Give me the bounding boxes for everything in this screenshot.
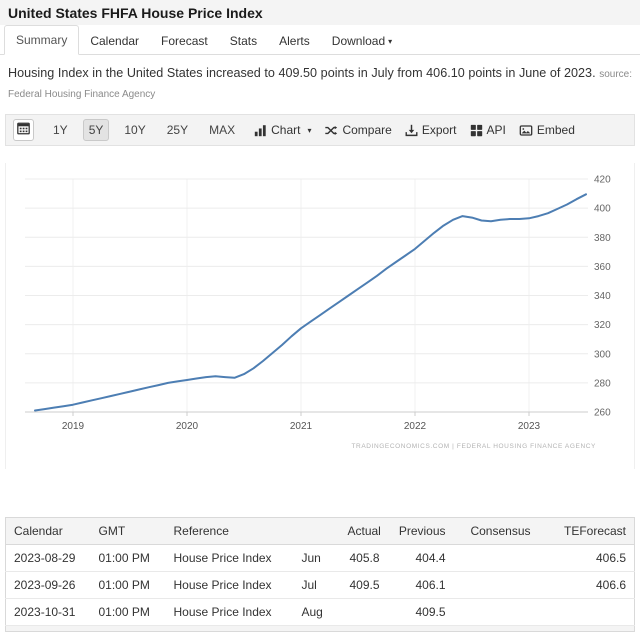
calendar-button[interactable] <box>13 119 34 141</box>
cell-calendar: 2023-10-31 <box>6 599 91 626</box>
caret-down-icon: ▾ <box>307 126 311 135</box>
export-label: Export <box>422 123 457 137</box>
cell-previous: 409.5 <box>388 599 454 626</box>
cell-actual: 409.5 <box>340 572 388 599</box>
col-calendar: Calendar <box>6 518 91 545</box>
bar-chart-icon <box>254 124 267 137</box>
tab-stats[interactable]: Stats <box>219 27 268 55</box>
price-chart-svg[interactable]: 2019 2020 2021 2022 2023 420 400 380 360 340 320 30… <box>6 163 634 469</box>
range-5y-button[interactable]: 5Y <box>83 119 110 141</box>
range-10y-button[interactable]: 10Y <box>118 119 151 141</box>
y-axis-label: 360 <box>594 262 611 273</box>
table-header-row: Calendar GMT Reference Actual Previous C… <box>6 518 635 545</box>
cell-month: Jul <box>294 572 340 599</box>
y-axis-label: 420 <box>594 175 611 186</box>
cell-gmt: 01:00 PM <box>91 545 166 572</box>
cell-teforecast <box>539 599 635 626</box>
y-axis-label: 300 <box>594 350 611 361</box>
range-25y-button[interactable]: 25Y <box>161 119 194 141</box>
y-axis-label: 380 <box>594 233 611 244</box>
cell-reference: House Price Index <box>166 572 294 599</box>
y-axis-label: 320 <box>594 320 611 331</box>
cell-actual: 405.8 <box>340 545 388 572</box>
shuffle-icon <box>324 124 338 137</box>
tab-alerts[interactable]: Alerts <box>268 27 321 55</box>
cell-consensus <box>454 545 539 572</box>
cell-consensus <box>454 572 539 599</box>
page-title: United States FHFA House Price Index <box>0 0 640 25</box>
table-row: 2023-08-29 01:00 PM House Price Index Ju… <box>6 545 635 572</box>
cell-reference: House Price Index <box>166 599 294 626</box>
tab-bar: Summary Calendar Forecast Stats Alerts D… <box>0 25 640 55</box>
cell-calendar: 2023-09-26 <box>6 572 91 599</box>
summary-text: Housing Index in the United States incre… <box>0 55 640 111</box>
calendar-table: Calendar GMT Reference Actual Previous C… <box>5 517 635 632</box>
price-chart[interactable]: 2019 2020 2021 2022 2023 420 400 380 360 340 320 30… <box>5 163 635 469</box>
chart-watermark: TRADINGECONOMICS.COM | FEDERAL HOUSING F… <box>351 443 596 450</box>
col-month <box>294 518 340 545</box>
cell-reference: House Price Index <box>166 545 294 572</box>
x-axis-label: 2019 <box>62 421 85 432</box>
range-1y-button[interactable]: 1Y <box>47 119 74 141</box>
col-previous: Previous <box>388 518 454 545</box>
cell-teforecast: 406.6 <box>539 572 635 599</box>
tab-forecast[interactable]: Forecast <box>150 27 219 55</box>
col-gmt: GMT <box>91 518 166 545</box>
col-reference: Reference <box>166 518 294 545</box>
x-axis-label: 2021 <box>290 421 313 432</box>
api-label: API <box>487 123 506 137</box>
cell-consensus <box>454 599 539 626</box>
cell-previous: 404.4 <box>388 545 454 572</box>
caret-down-icon: ▾ <box>388 37 392 46</box>
range-max-button[interactable]: MAX <box>203 119 241 141</box>
y-axis-label: 280 <box>594 379 611 390</box>
embed-label: Embed <box>537 123 575 137</box>
range-group: 1Y 5Y 10Y 25Y MAX <box>47 119 241 141</box>
col-consensus: Consensus <box>454 518 539 545</box>
chart-toolbar: 1Y 5Y 10Y 25Y MAX Chart ▾ Compare Export… <box>5 114 635 146</box>
table-row: 2023-10-31 01:00 PM House Price Index Au… <box>6 599 635 626</box>
tab-download[interactable]: Download▾ <box>321 27 403 55</box>
image-icon <box>519 124 533 137</box>
chart-type-button[interactable]: Chart ▾ <box>254 123 311 137</box>
y-axis-label: 340 <box>594 291 611 302</box>
table-row-partial <box>6 626 635 632</box>
cell-month: Jun <box>294 545 340 572</box>
tab-calendar[interactable]: Calendar <box>79 27 150 55</box>
export-button[interactable]: Export <box>405 123 457 137</box>
cell-gmt: 01:00 PM <box>91 599 166 626</box>
cell-previous: 406.1 <box>388 572 454 599</box>
api-button[interactable]: API <box>470 123 506 137</box>
cell-calendar: 2023-08-29 <box>6 545 91 572</box>
calendar-icon <box>17 122 30 138</box>
y-axis-label: 260 <box>594 408 611 419</box>
cell-month: Aug <box>294 599 340 626</box>
cell-actual <box>340 599 388 626</box>
cell-teforecast: 406.5 <box>539 545 635 572</box>
y-axis-label: 400 <box>594 204 611 215</box>
tab-download-label: Download <box>332 34 385 48</box>
summary-sentence: Housing Index in the United States incre… <box>8 66 596 80</box>
embed-button[interactable]: Embed <box>519 123 575 137</box>
x-axis-label: 2023 <box>518 421 541 432</box>
compare-button[interactable]: Compare <box>324 123 391 137</box>
download-icon <box>405 124 418 137</box>
chart-type-label: Chart <box>271 123 300 137</box>
compare-label: Compare <box>342 123 391 137</box>
cell-gmt: 01:00 PM <box>91 572 166 599</box>
tab-summary[interactable]: Summary <box>4 25 79 55</box>
table-row: 2023-09-26 01:00 PM House Price Index Ju… <box>6 572 635 599</box>
price-series-line <box>35 195 586 411</box>
col-actual: Actual <box>340 518 388 545</box>
col-teforecast: TEForecast <box>539 518 635 545</box>
grid-icon <box>470 124 483 137</box>
x-axis-label: 2022 <box>404 421 427 432</box>
calendar-table-wrap: Calendar GMT Reference Actual Previous C… <box>5 517 635 632</box>
x-axis-label: 2020 <box>176 421 199 432</box>
